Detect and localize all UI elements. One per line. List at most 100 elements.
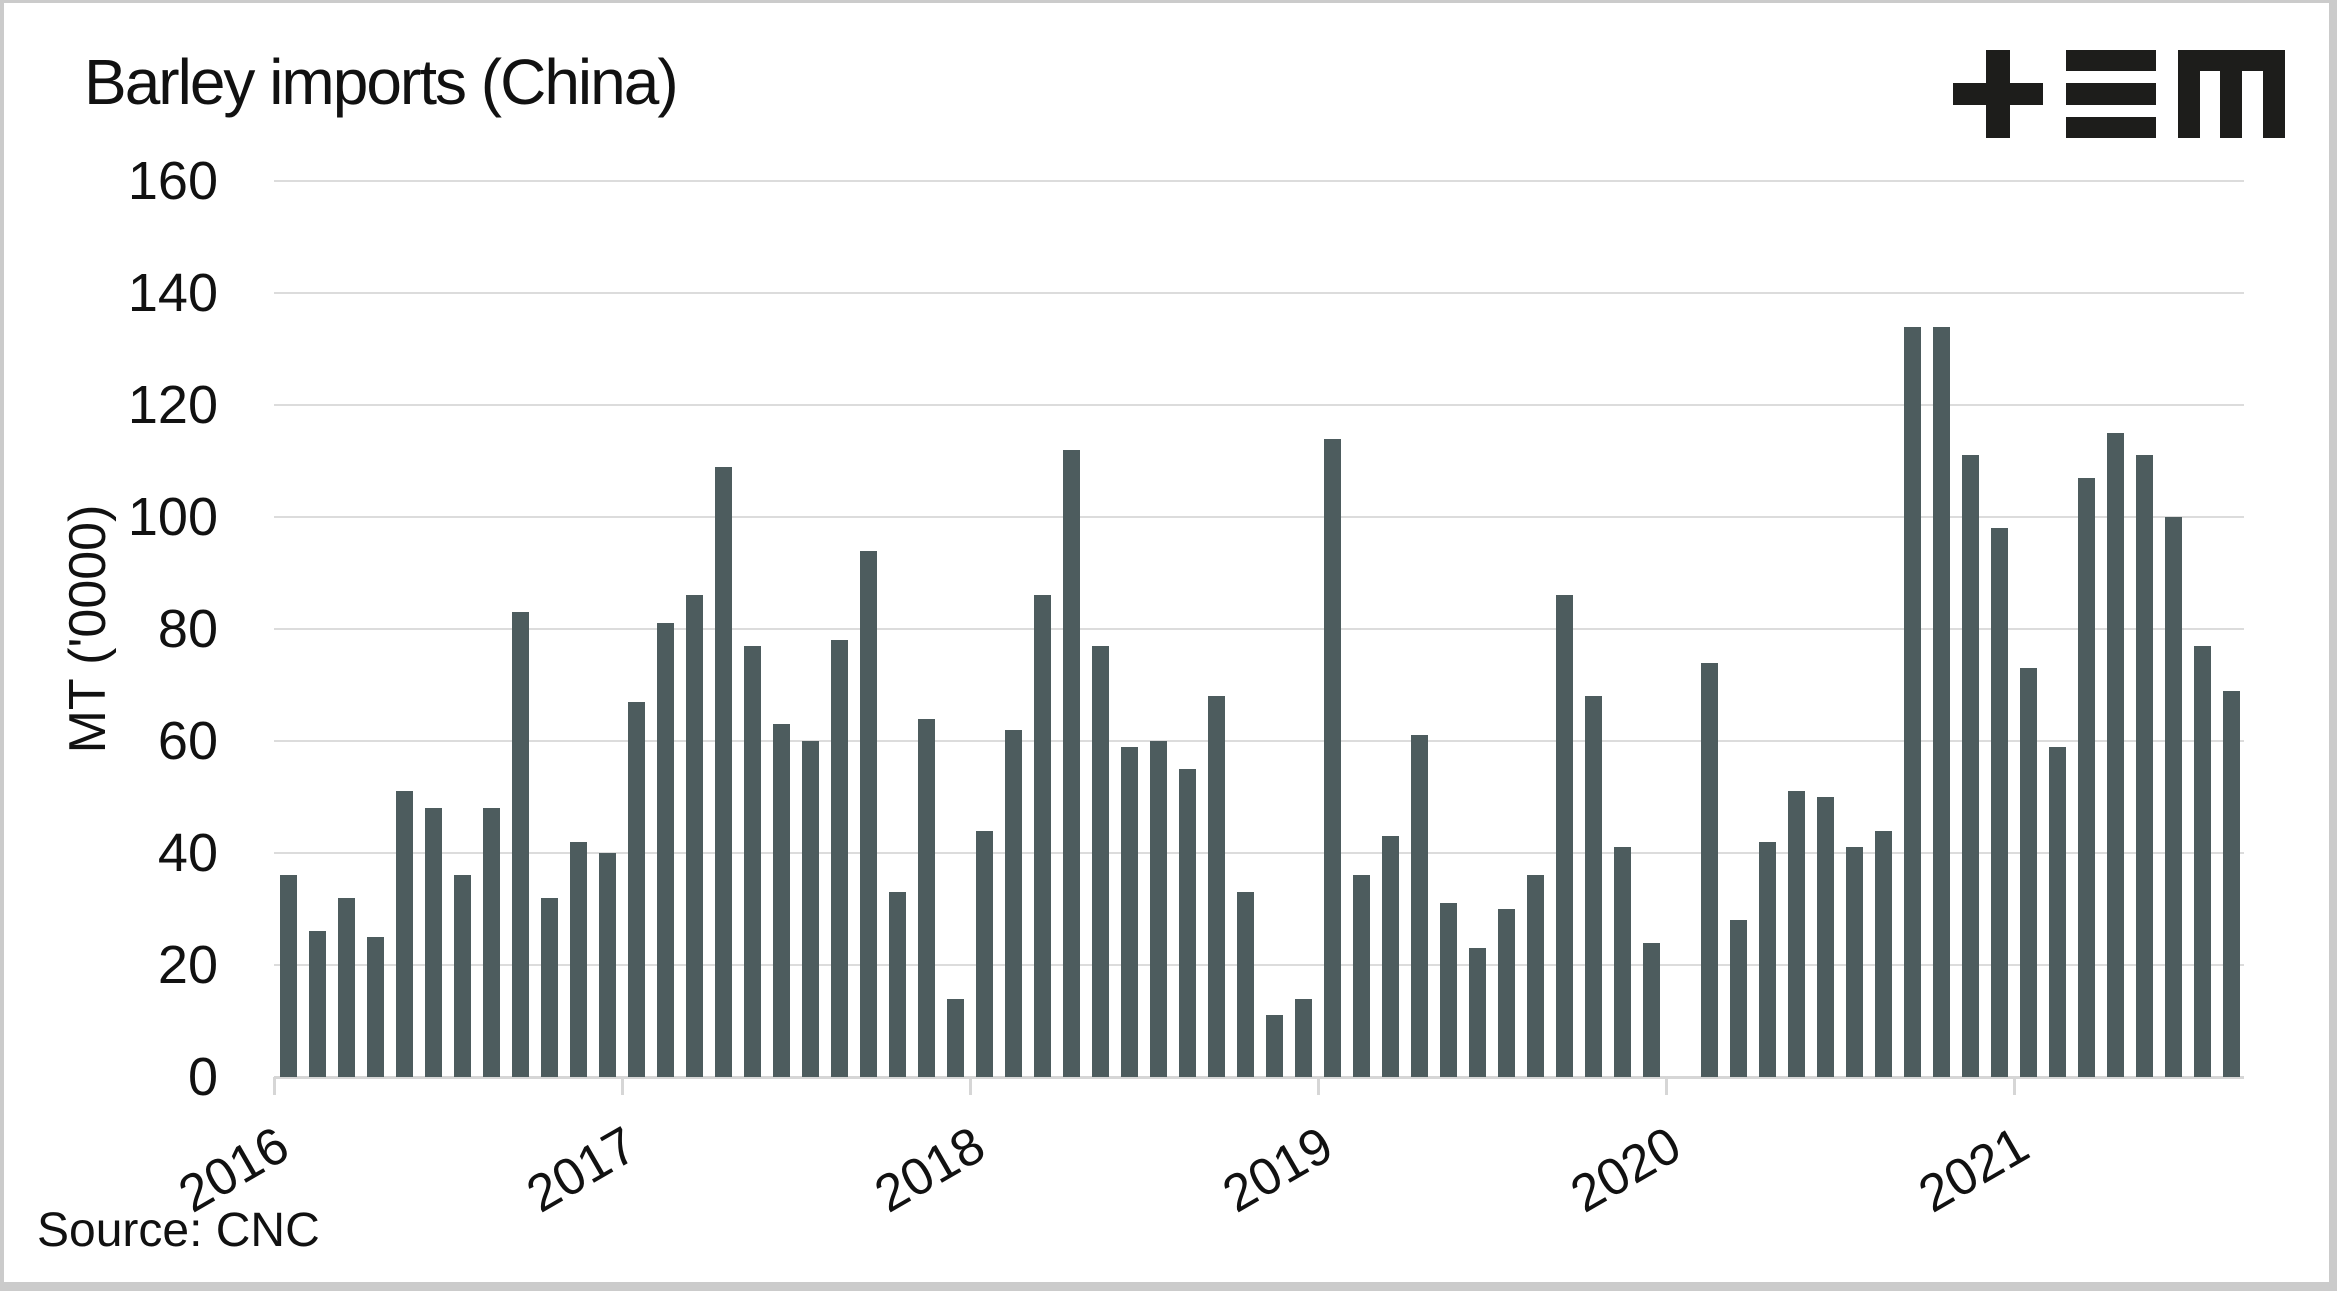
bar: [1788, 791, 1805, 1077]
gridline: [274, 628, 2244, 630]
bar: [1614, 847, 1631, 1077]
bar: [1179, 769, 1196, 1077]
bar: [1904, 326, 1921, 1077]
bar: [2223, 690, 2240, 1077]
bar: [1933, 326, 1950, 1077]
bar: [1440, 903, 1457, 1077]
x-tick: [621, 1077, 624, 1095]
bar: [2136, 455, 2153, 1077]
bar: [1063, 449, 1080, 1077]
bar: [1817, 797, 1834, 1077]
y-tick-label: 120: [127, 375, 218, 435]
bar: [976, 830, 993, 1077]
bar: [1295, 998, 1312, 1077]
y-tick-label: 100: [127, 487, 218, 547]
bar: [1701, 662, 1718, 1077]
bar: [1237, 892, 1254, 1077]
bar: [1991, 528, 2008, 1077]
y-tick-label: 160: [127, 151, 218, 211]
bar: [512, 612, 529, 1077]
x-tick-label-2019: 2019: [1213, 1115, 1343, 1225]
y-tick-label: 20: [157, 935, 218, 995]
bar: [1092, 645, 1109, 1077]
bar: [1585, 696, 1602, 1077]
gridline: [274, 516, 2244, 518]
bar: [1556, 595, 1573, 1077]
bar: [541, 897, 558, 1077]
bar: [1353, 875, 1370, 1077]
bar: [1005, 729, 1022, 1077]
bar: [599, 853, 616, 1077]
x-tick: [273, 1077, 276, 1095]
tem-logo: [1953, 50, 2285, 138]
bar: [802, 741, 819, 1077]
bar: [2078, 477, 2095, 1077]
x-tick-label-2021: 2021: [1909, 1115, 2039, 1225]
bar: [2049, 746, 2066, 1077]
bar: [483, 808, 500, 1077]
bar: [1034, 595, 1051, 1077]
bar: [2020, 668, 2037, 1077]
y-tick-label: 60: [157, 711, 218, 771]
bar: [367, 937, 384, 1077]
bar: [918, 718, 935, 1077]
bar: [1527, 875, 1544, 1077]
bar: [1846, 847, 1863, 1077]
bar: [309, 931, 326, 1077]
bar: [947, 998, 964, 1077]
bar: [744, 645, 761, 1077]
bar: [425, 808, 442, 1077]
bar: [338, 897, 355, 1077]
bar: [1121, 746, 1138, 1077]
y-tick-label: 80: [157, 599, 218, 659]
gridline: [274, 292, 2244, 294]
bar: [715, 466, 732, 1077]
logo-m-icon: [2178, 50, 2285, 138]
bar: [454, 875, 471, 1077]
bar: [2165, 517, 2182, 1077]
bar: [1411, 735, 1428, 1077]
bar: [1759, 841, 1776, 1077]
gridline: [274, 964, 2244, 966]
logo-plus-icon: [1953, 50, 2043, 138]
bar: [773, 724, 790, 1077]
bar: [628, 701, 645, 1077]
bar: [860, 550, 877, 1077]
gridline: [274, 180, 2244, 182]
bar: [1208, 696, 1225, 1077]
bar: [1382, 836, 1399, 1077]
x-tick: [969, 1077, 972, 1095]
bar: [1469, 948, 1486, 1077]
gridline: [274, 404, 2244, 406]
bar: [889, 892, 906, 1077]
y-tick-label: 140: [127, 263, 218, 323]
bar: [1875, 830, 1892, 1077]
x-tick: [2013, 1077, 2016, 1095]
gridline: [274, 852, 2244, 854]
x-tick-label-2018: 2018: [865, 1115, 995, 1225]
y-tick-label: 0: [187, 1047, 218, 1107]
x-tick-label-2020: 2020: [1561, 1115, 1691, 1225]
x-axis-line: [274, 1076, 2244, 1079]
bar: [2194, 645, 2211, 1077]
bar: [657, 623, 674, 1077]
gridline: [274, 740, 2244, 742]
x-tick: [1317, 1077, 1320, 1095]
bar: [396, 791, 413, 1077]
bar: [686, 595, 703, 1077]
bar: [280, 875, 297, 1077]
bar: [1962, 455, 1979, 1077]
bar: [1150, 741, 1167, 1077]
bar: [1730, 920, 1747, 1077]
bar: [1266, 1015, 1283, 1077]
bar: [2107, 433, 2124, 1077]
chart-title: Barley imports (China): [84, 46, 679, 118]
logo-triple-bar-icon: [2066, 50, 2156, 138]
bar: [1643, 942, 1660, 1077]
source-note: Source: CNC: [37, 1204, 320, 1257]
bar: [1498, 909, 1515, 1077]
y-tick-label: 40: [157, 823, 218, 883]
x-tick: [1665, 1077, 1668, 1095]
bar: [1324, 438, 1341, 1077]
x-tick-label-2017: 2017: [517, 1115, 647, 1225]
